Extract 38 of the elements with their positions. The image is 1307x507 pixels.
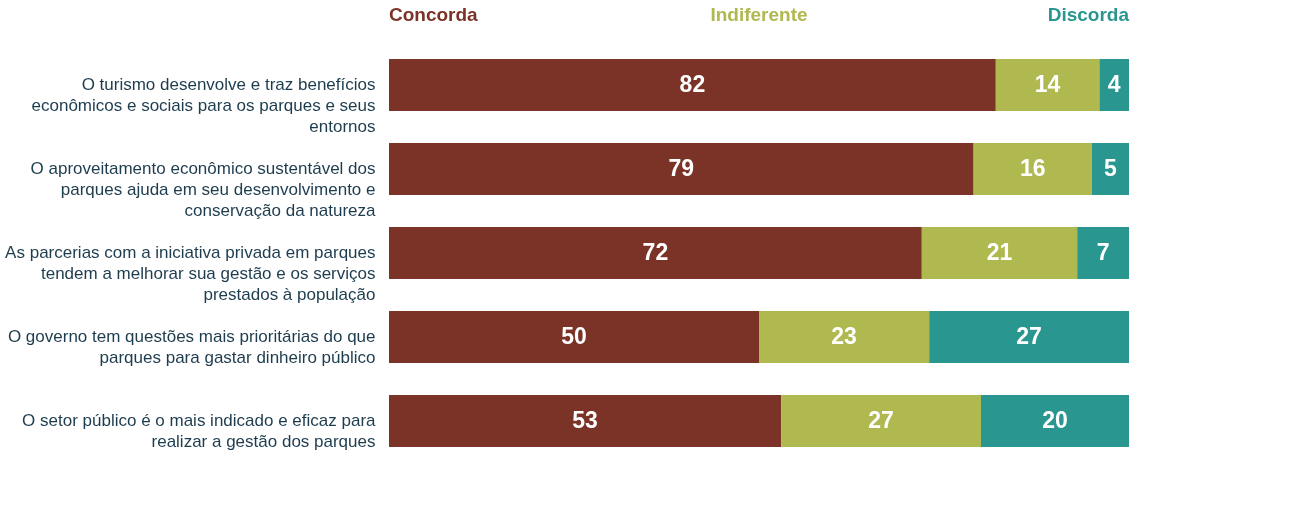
bar — [1077, 226, 1129, 280]
data-label: 72 — [642, 239, 669, 265]
bar — [973, 142, 1092, 196]
bar — [995, 58, 1100, 112]
data-label: 5 — [1104, 155, 1118, 181]
data-label: 7 — [1096, 239, 1110, 265]
data-label: 79 — [668, 155, 695, 181]
bar — [1092, 142, 1129, 196]
series-label: Concorda — [389, 4, 479, 25]
bar — [389, 58, 996, 112]
data-label: 23 — [831, 323, 857, 349]
data-label: 27 — [868, 407, 894, 433]
bar — [929, 310, 1129, 364]
y-tick-label: As parcerias com a iniciativa privada em parques tendem a melhorar sua gestão e os serviços prestados à população — [5, 243, 376, 304]
data-label: 82 — [679, 71, 706, 97]
bar — [781, 394, 981, 448]
bar — [1099, 58, 1129, 112]
bar — [389, 310, 759, 364]
data-label: 16 — [1020, 155, 1046, 181]
data-label: 20 — [1042, 407, 1068, 433]
y-tick-label: O governo tem questões mais prioritárias do que parques para gastar dinheiro público — [7, 327, 376, 367]
bar — [981, 394, 1129, 448]
data-label: 50 — [561, 323, 587, 349]
data-label: 27 — [1016, 323, 1042, 349]
bar — [921, 226, 1078, 280]
bar — [389, 226, 922, 280]
y-tick-label: O setor público é o mais indicado e eficaz para realizar a gestão dos parques — [22, 411, 377, 451]
bar — [389, 142, 974, 196]
series-label: Discorda — [1047, 4, 1130, 25]
data-label: 4 — [1107, 71, 1121, 97]
bar — [389, 394, 782, 448]
y-tick-label: O turismo desenvolve e traz benefícios econômicos e sociais para os parques e seus entornos — [31, 75, 376, 136]
data-label: 21 — [986, 239, 1013, 265]
bar — [759, 310, 930, 364]
y-tick-label: O aproveitamento econômico sustentável dos parques ajuda em seu desenvolvimento e conservação da natureza — [30, 159, 377, 220]
data-label: 53 — [572, 407, 598, 433]
data-label: 14 — [1034, 71, 1061, 97]
text: Indiferente — [710, 4, 808, 25]
